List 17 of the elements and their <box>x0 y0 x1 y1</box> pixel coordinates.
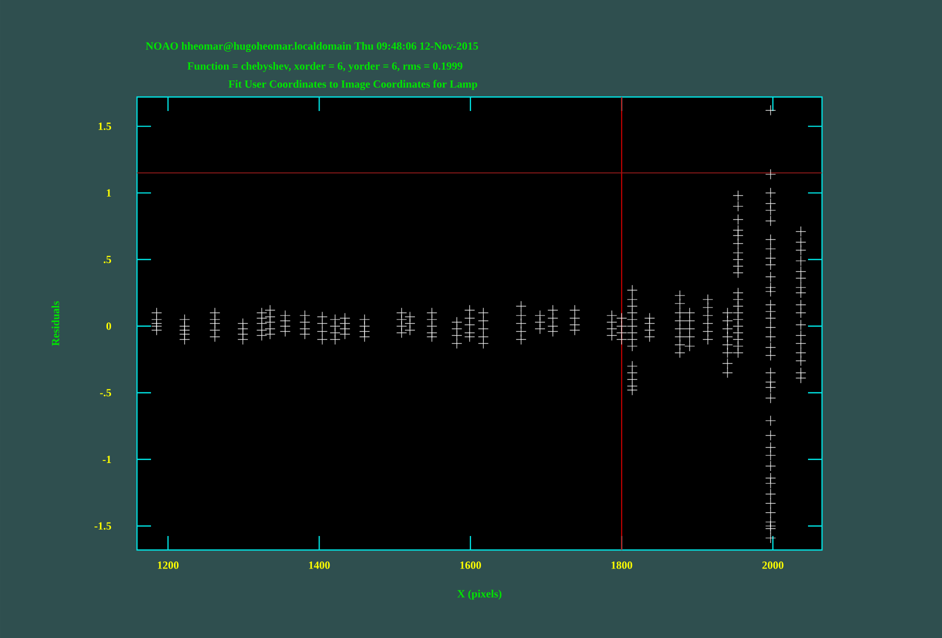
x-tick-label: 1200 <box>158 562 179 569</box>
chart-title: Fit User Coordinates to Image Coordinates for Lamp <box>228 80 478 90</box>
x-axis-title: X (pixels) <box>457 590 502 600</box>
y-tick-label: -1 <box>102 456 111 463</box>
x-tick-label: 1600 <box>460 562 481 569</box>
x-tick-label: 1400 <box>309 562 330 569</box>
y-tick-label: 1 <box>106 189 111 197</box>
chart-subtitle: Function = chebyshev, xorder = 6, yorder = 6, rms = 0.1999 <box>187 62 462 72</box>
x-tick-label: 2000 <box>762 562 784 569</box>
y-tick-label: -1.5 <box>94 522 112 530</box>
y-axis-title: Residuals <box>52 301 60 346</box>
y-tick-label: 1.5 <box>98 122 112 130</box>
text: NOAO hheomar@hugoheomar.localdomain Thu 09:48:06 12-Nov-2015 <box>146 42 478 52</box>
y-tick-label: -.5 <box>100 389 112 396</box>
y-tick-label: 0 <box>106 322 112 330</box>
x-tick-label: 1800 <box>612 562 632 569</box>
y-tick-label: .5 <box>104 256 112 264</box>
